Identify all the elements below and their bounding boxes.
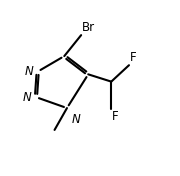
Text: Br: Br bbox=[82, 21, 95, 34]
Text: F: F bbox=[112, 110, 119, 123]
Text: N: N bbox=[24, 65, 33, 78]
Text: F: F bbox=[130, 51, 136, 64]
Text: N: N bbox=[71, 113, 80, 126]
Text: N: N bbox=[23, 91, 32, 104]
